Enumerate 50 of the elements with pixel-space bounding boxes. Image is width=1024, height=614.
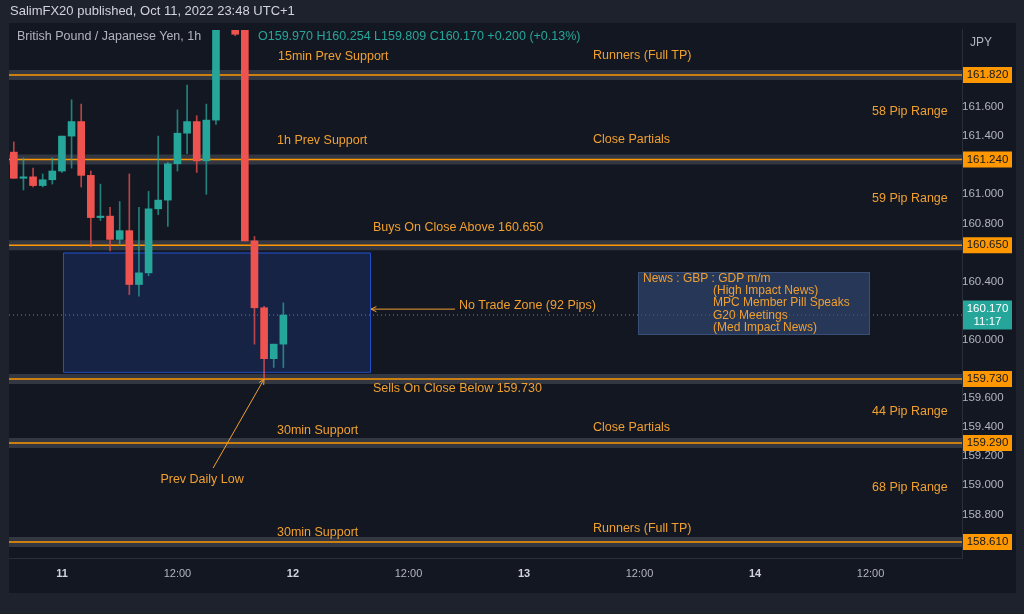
annotation: Prev Daily Low xyxy=(160,471,245,486)
annotation: Close Partials xyxy=(593,132,671,146)
ref-line-label: 159.290 xyxy=(966,436,1009,449)
annotation: Sells On Close Below 159.730 xyxy=(373,381,542,395)
annotation: 30min Support xyxy=(277,423,359,437)
annotation: 1h Prev Support xyxy=(277,133,368,147)
annotation: 44 Pip Range xyxy=(872,404,948,418)
ref-line-label: 160.650 xyxy=(966,238,1009,251)
ref-line-label: 158.610 xyxy=(966,535,1009,548)
annotation: Runners (Full TP) xyxy=(593,521,692,535)
y-tick-label: 159.200 xyxy=(962,449,1004,462)
y-tick-label: 160.400 xyxy=(962,274,1004,287)
x-tick-label: 14 xyxy=(748,566,763,579)
y-tick-label: 159.000 xyxy=(962,478,1004,491)
candlestick xyxy=(135,207,143,297)
chart-title: British Pound / Japanese Yen, 1h xyxy=(17,29,202,43)
x-tick-label: 13 xyxy=(517,566,531,579)
x-tick-label: 12 xyxy=(286,566,300,579)
y-tick-label: 159.400 xyxy=(962,420,1004,433)
ref-line-label: 161.820 xyxy=(966,68,1009,81)
candlestick xyxy=(183,84,191,154)
x-tick-label: 12:00 xyxy=(163,566,192,579)
x-tick-label: 11 xyxy=(56,566,68,579)
annotation: 58 Pip Range xyxy=(872,104,948,118)
ref-line-label: 160.170 11:17 xyxy=(966,301,1009,327)
candlestick xyxy=(115,201,124,246)
text: SalimFX20 published, Oct 11, 2022 23:48 UTC+1 xyxy=(10,3,295,19)
y-tick-label: 161.600 xyxy=(962,100,1004,113)
annotation: 15min Prev Support xyxy=(278,49,389,63)
annotation: Close Partials xyxy=(593,420,671,434)
annotation: Runners (Full TP) xyxy=(593,48,692,62)
x-tick-label: 12:00 xyxy=(856,566,885,579)
y-tick-label: 159.600 xyxy=(962,391,1004,404)
y-tick-label: 158.800 xyxy=(962,507,1004,520)
annotation: Buys On Close Above 160.650 xyxy=(373,220,544,234)
ref-line-label: 159.730 xyxy=(966,372,1009,385)
annotation: 68 Pip Range xyxy=(872,480,948,494)
y-tick-label: 160.000 xyxy=(962,332,1004,345)
y-tick-label: 161.000 xyxy=(962,187,1004,200)
y-tick-label: 160.800 xyxy=(962,216,1004,229)
ref-line-label: 161.240 xyxy=(966,152,1009,165)
x-tick-label: 12:00 xyxy=(625,566,654,579)
x-tick-label: 12:00 xyxy=(394,566,423,579)
annotation: 59 Pip Range xyxy=(872,191,948,205)
band-label: No Trade Zone (92 Pips) xyxy=(459,297,596,312)
annotation: 30min Support xyxy=(277,525,359,539)
candlestick xyxy=(154,135,163,215)
y-tick-label: 161.400 xyxy=(962,129,1004,142)
chart-subtitle: O159.970 H160.254 L159.809 C160.170 +0.200 (+0.13%) xyxy=(258,29,581,43)
y-axis-title: JPY xyxy=(970,35,993,50)
